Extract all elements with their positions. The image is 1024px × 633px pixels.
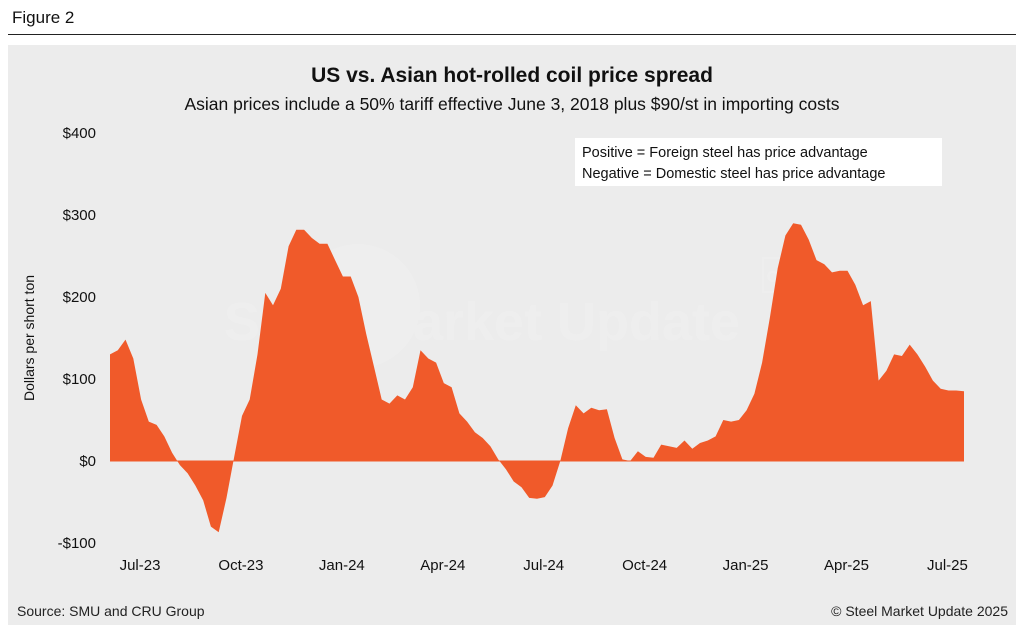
- x-axis-ticks: Jul-23 Oct-23 Jan-24 Apr-24 Jul-24 Oct-24 Jan-…: [120, 557, 968, 574]
- x-tick-label: Apr-24: [420, 557, 465, 574]
- spread-area: [110, 223, 964, 533]
- x-tick-label: Oct-24: [622, 557, 667, 574]
- source-note: Source: SMU and CRU Group: [17, 603, 205, 619]
- top-divider: [8, 34, 1016, 35]
- chart-subtitle: Asian prices include a 50% tariff effect…: [184, 94, 839, 114]
- legend-note: Positive = Foreign steel has price advan…: [575, 138, 942, 186]
- x-tick-label: Oct-23: [218, 557, 263, 574]
- y-axis-ticks: -$100 $0 $100 $200 $300 $400: [58, 125, 96, 552]
- y-tick-label: $400: [63, 125, 96, 142]
- legend-note-negative: Negative = Domestic steel has price adva…: [582, 166, 885, 182]
- x-tick-label: Jul-25: [927, 557, 968, 574]
- x-tick-label: Jan-24: [319, 557, 365, 574]
- legend-note-box: [575, 138, 942, 186]
- x-tick-label: Jul-24: [523, 557, 564, 574]
- copyright-note: © Steel Market Update 2025: [831, 603, 1008, 619]
- x-tick-label: Jan-25: [723, 557, 769, 574]
- y-tick-label: $100: [63, 371, 96, 388]
- y-tick-label: $200: [63, 289, 96, 306]
- y-axis-label: Dollars per short ton: [21, 275, 37, 401]
- chart-title: US vs. Asian hot-rolled coil price sprea…: [311, 64, 713, 87]
- y-tick-label: $0: [79, 453, 96, 470]
- y-tick-label: -$100: [58, 535, 96, 552]
- x-tick-label: Apr-25: [824, 557, 869, 574]
- y-tick-label: $300: [63, 207, 96, 224]
- x-tick-label: Jul-23: [120, 557, 161, 574]
- legend-note-positive: Positive = Foreign steel has price advan…: [582, 145, 868, 161]
- figure-label: Figure 2: [12, 8, 75, 27]
